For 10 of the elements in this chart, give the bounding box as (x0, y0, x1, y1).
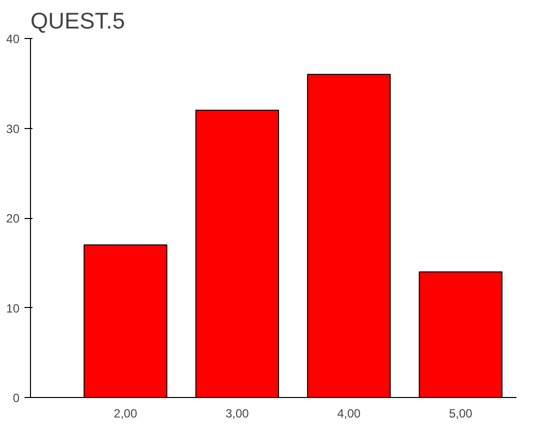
y-tick-label: 30 (6, 122, 20, 136)
y-tick-label: 20 (6, 212, 20, 226)
y-tick-label: 10 (6, 301, 20, 316)
x-tick-label: 5,00 (448, 406, 473, 420)
chart-title: QUEST.5 (30, 8, 125, 34)
x-tick-label: 4,00 (337, 406, 361, 420)
y-tick-label: 40 (6, 32, 20, 46)
y-tick-label: 0 (12, 391, 20, 405)
x-tick-label: 3,00 (226, 406, 250, 420)
x-tick-label: 2,00 (114, 406, 138, 420)
